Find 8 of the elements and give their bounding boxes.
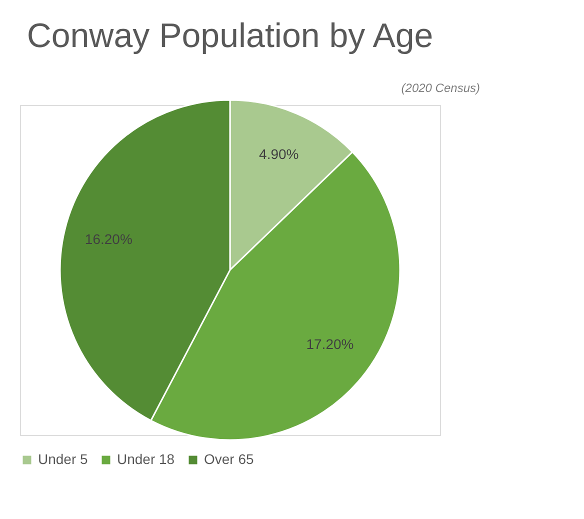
data-label: 16.20%	[84, 231, 132, 248]
text: (2020 Census)	[401, 81, 480, 95]
data-label: 17.20%	[306, 336, 354, 352]
legend-label: Under 5	[38, 451, 88, 467]
legend-label: Under 18	[117, 451, 175, 467]
data-label: 4.90%	[259, 146, 299, 162]
legend-label: Over 65	[204, 451, 254, 467]
chart-title: Conway Population by Age	[26, 17, 434, 55]
